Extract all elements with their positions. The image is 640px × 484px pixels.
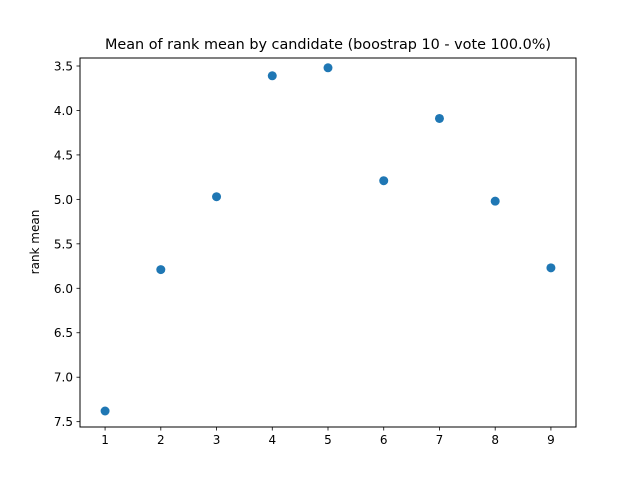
data-point bbox=[156, 265, 166, 275]
x-tick-label: 4 bbox=[268, 433, 276, 447]
y-tick-label: 5.5 bbox=[54, 237, 73, 251]
plot-frame bbox=[79, 57, 577, 428]
y-axis-label: rank mean bbox=[28, 210, 42, 275]
chart-title: Mean of rank mean by candidate (boostrap… bbox=[105, 37, 551, 53]
y-tick-label: 6.0 bbox=[54, 282, 73, 296]
x-tick-label: 5 bbox=[324, 433, 332, 447]
data-point bbox=[100, 406, 110, 416]
y-tick-label: 4.0 bbox=[54, 104, 73, 118]
y-tick-label: 7.5 bbox=[54, 415, 73, 429]
data-points bbox=[100, 63, 556, 416]
y-tick-label: 7.0 bbox=[54, 371, 73, 385]
x-tick-label: 6 bbox=[380, 433, 388, 447]
data-point bbox=[267, 71, 277, 81]
y-tick-label: 4.5 bbox=[54, 148, 73, 162]
data-point bbox=[546, 263, 556, 273]
y-tick-label: 3.5 bbox=[54, 60, 73, 74]
x-tick-label: 9 bbox=[547, 433, 555, 447]
x-tick-label: 7 bbox=[436, 433, 444, 447]
x-tick-label: 2 bbox=[157, 433, 165, 447]
data-point bbox=[323, 63, 333, 73]
data-point bbox=[434, 113, 444, 123]
y-tick-label: 6.5 bbox=[54, 326, 73, 340]
axis-ticks: 1 2 3 4 5 6 7 8 9 3.5 4.0 4.5 5.0 5.5 6.0 6.5 7.0 7.5 bbox=[54, 60, 555, 447]
data-point bbox=[379, 176, 389, 186]
y-tick-label: 5.0 bbox=[54, 193, 73, 207]
x-tick-label: 8 bbox=[491, 433, 499, 447]
x-tick-label: 1 bbox=[101, 433, 109, 447]
data-point bbox=[490, 196, 500, 206]
data-point bbox=[212, 192, 222, 202]
x-tick-label: 3 bbox=[213, 433, 221, 447]
